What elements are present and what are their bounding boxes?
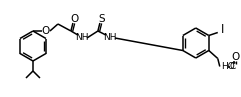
Text: O: O: [71, 14, 79, 24]
Text: C: C: [230, 62, 236, 71]
Text: O: O: [42, 26, 50, 36]
Text: NH: NH: [75, 33, 89, 42]
Text: O: O: [232, 52, 240, 61]
Text: NH: NH: [103, 33, 117, 42]
Text: S: S: [99, 14, 105, 24]
Text: I: I: [221, 23, 224, 36]
Text: HO: HO: [221, 62, 234, 71]
